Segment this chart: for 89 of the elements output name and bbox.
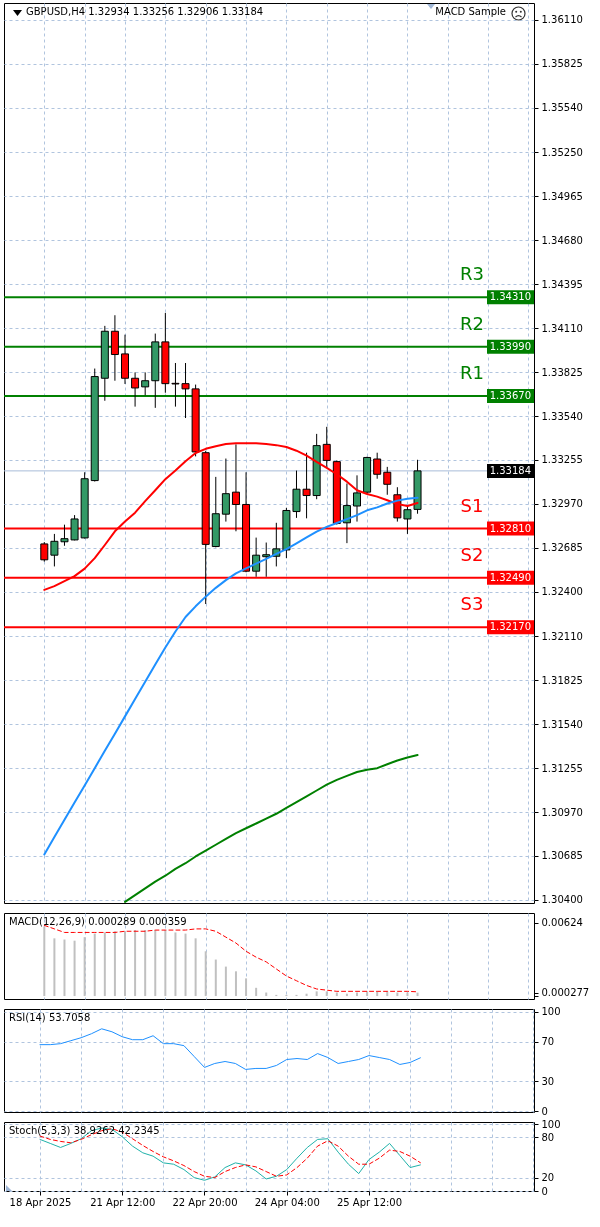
y-tick-label: 1.34110 <box>541 322 583 334</box>
bar <box>224 966 227 997</box>
y-tick-label: 1.32685 <box>541 542 583 554</box>
y-tick-label: 1.36110 <box>541 14 583 26</box>
ref-line-label: 1.32810 <box>489 522 531 534</box>
candlestick <box>131 371 140 408</box>
bar <box>43 926 46 997</box>
candlestick <box>373 452 382 480</box>
y-tick-label: 1.35250 <box>541 146 583 158</box>
candlestick <box>262 542 271 578</box>
bar <box>255 987 258 997</box>
x-tick-label: 22 Apr 20:00 <box>172 1196 238 1208</box>
bar <box>103 932 106 997</box>
annotation: S2 <box>460 543 484 565</box>
annotation: MACD Sample <box>435 6 506 17</box>
x-tick-label: 24 Apr 04:00 <box>254 1196 320 1208</box>
y-tick-label: 0.00624 <box>541 917 583 929</box>
ref-line-label: 1.32490 <box>489 571 531 583</box>
bar <box>315 991 318 997</box>
bar <box>83 937 86 997</box>
line-series <box>124 754 419 903</box>
y-tick-label: 1.30970 <box>541 806 583 818</box>
y-tick-label: 100 <box>541 1006 561 1018</box>
y-tick-label: 0 <box>541 1105 548 1117</box>
annotation: R1 <box>460 361 484 383</box>
x-tick-label: 21 Apr 12:00 <box>90 1196 156 1208</box>
y-tick-label: 1.31540 <box>541 718 583 730</box>
annotation: R2 <box>460 312 484 334</box>
y-tick-label: 1.34680 <box>541 234 583 246</box>
candlestick <box>141 371 150 396</box>
x-tick-label: 18 Apr 2025 <box>9 1196 72 1208</box>
bar <box>73 940 76 997</box>
bar <box>234 971 237 997</box>
y-tick-label: 20 <box>541 1172 555 1184</box>
bar <box>154 930 157 997</box>
bar <box>53 938 56 997</box>
bar <box>184 933 187 997</box>
bar <box>113 931 116 997</box>
y-tick-label: 70 <box>541 1036 555 1048</box>
bar <box>63 939 66 997</box>
candlestick <box>110 314 119 382</box>
ref-line-label: 1.34310 <box>489 291 531 303</box>
candlestick <box>383 466 392 496</box>
line-series <box>39 1028 421 1070</box>
bar <box>144 930 147 997</box>
candlestick <box>353 474 362 523</box>
bar <box>174 932 177 997</box>
y-tick-label: 1.34395 <box>541 278 583 290</box>
y-tick-label: 0.000277 <box>541 987 590 999</box>
candlestick <box>40 541 49 563</box>
y-tick-label: 100 <box>541 1118 561 1130</box>
y-tick-label: 80 <box>541 1131 555 1143</box>
chart-title: GBPUSD,H4 1.32934 1.33256 1.32906 1.33184 <box>26 6 264 17</box>
y-tick-label: 1.32110 <box>541 630 583 642</box>
y-tick-label: 1.31255 <box>541 762 583 774</box>
ref-line-label: 1.33990 <box>489 340 531 352</box>
y-tick-label: 1.35540 <box>541 102 583 114</box>
ref-line-label: 1.32170 <box>489 621 531 633</box>
ref-line-label: 1.33670 <box>489 389 531 401</box>
y-tick-label: 1.35825 <box>541 58 583 70</box>
y-tick-label: 30 <box>541 1075 555 1087</box>
y-tick-label: 1.30685 <box>541 850 583 862</box>
bar <box>214 959 217 997</box>
candlestick <box>221 458 230 523</box>
y-tick-label: 1.33540 <box>541 410 583 422</box>
bar <box>164 930 167 997</box>
bar <box>366 991 369 997</box>
y-tick-label: 1.34965 <box>541 190 583 202</box>
annotation: R3 <box>460 263 484 285</box>
y-tick-label: 1.32400 <box>541 586 583 598</box>
bar <box>245 978 248 997</box>
annotation: S1 <box>460 494 484 516</box>
bar <box>93 933 96 997</box>
chart-title: MACD(12,26,9) 0.000289 0.000359 <box>9 916 187 927</box>
y-tick-label: 1.30400 <box>541 894 583 906</box>
y-tick-label: 1.33255 <box>541 454 583 466</box>
bar <box>194 938 197 997</box>
bar <box>325 991 328 997</box>
bar <box>204 951 207 997</box>
ref-line-label: 1.33184 <box>489 464 531 476</box>
bar <box>134 930 137 997</box>
y-tick-label: 0 <box>541 1185 548 1197</box>
y-tick-label: 1.33825 <box>541 366 583 378</box>
y-tick-label: 1.31825 <box>541 674 583 686</box>
annotation: S3 <box>460 593 484 615</box>
chart-title: RSI(14) 53.7058 <box>9 1012 91 1023</box>
y-tick-label: 1.32970 <box>541 498 583 510</box>
bar <box>124 931 126 997</box>
x-tick-label: 25 Apr 12:00 <box>336 1196 403 1208</box>
